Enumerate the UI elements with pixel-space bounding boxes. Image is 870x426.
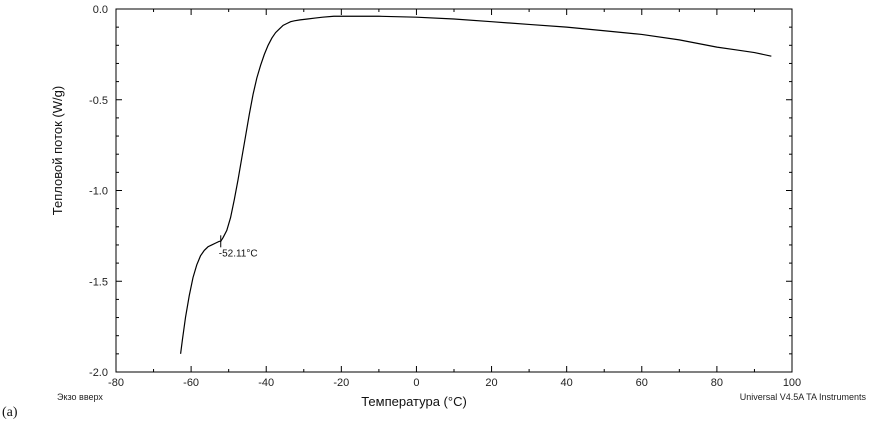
- y-tick-label: -2.0: [89, 367, 108, 379]
- x-tick-label: 0: [413, 377, 419, 389]
- x-tick-label: -20: [333, 377, 349, 389]
- x-tick-label: 80: [711, 377, 723, 389]
- annotation-label: -52.11°C: [219, 248, 258, 259]
- y-tick-label: -1.5: [89, 276, 108, 288]
- x-tick-label: 20: [485, 377, 497, 389]
- panel-label: (a): [2, 405, 18, 420]
- x-tick-label: 40: [561, 377, 573, 389]
- instrument-note: Universal V4.5A TA Instruments: [740, 392, 867, 402]
- y-axis-title: Тепловой поток (W/g): [50, 86, 65, 215]
- x-axis-title: Температура (°C): [361, 394, 467, 409]
- plot-frame: [115, 8, 793, 373]
- y-tick-label: -1.0: [89, 186, 108, 198]
- y-axis-ticks: 0.0 -0.5 -1.0 -1.5 -2.0: [89, 4, 792, 379]
- x-tick-label: -60: [183, 377, 199, 389]
- x-axis-ticks: -80 -60 -40 -20 0 20 40 60 80 100: [108, 9, 801, 389]
- y-tick-label: -0.5: [89, 95, 108, 107]
- x-tick-label: -80: [108, 377, 124, 389]
- exo-up-note: Экзо вверх: [57, 392, 103, 402]
- x-tick-label: 60: [636, 377, 648, 389]
- heat-flow-curve: [180, 15, 772, 354]
- y-tick-label: 0.0: [93, 4, 108, 16]
- x-tick-label: -40: [258, 377, 274, 389]
- x-tick-label: 100: [783, 377, 801, 389]
